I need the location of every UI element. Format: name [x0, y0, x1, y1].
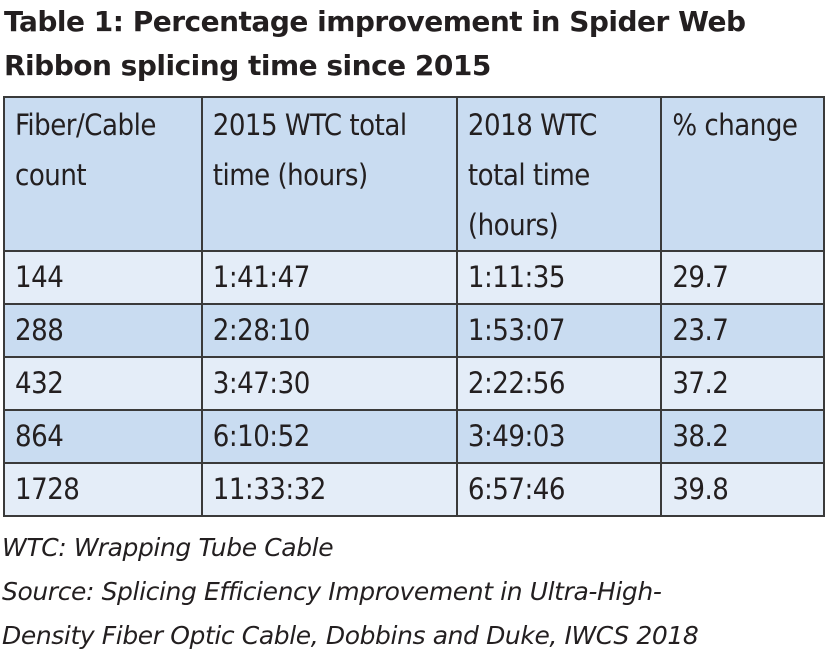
header-2015-time-line-2: time (hours) — [212, 158, 368, 192]
cell-2018-time: 1:11:35 — [455, 250, 663, 305]
table-row: 432 3:47:30 2:22:56 37.2 — [3, 356, 825, 411]
header-2018-time-line-1: 2018 WTC — [467, 108, 597, 142]
note-abbreviation: WTC: Wrapping Tube Cable — [2, 533, 334, 562]
header-2015-time-line-1: 2015 WTC total — [212, 108, 407, 142]
header-2018-time-line-2: total time — [467, 158, 590, 192]
table-row: 1728 11:33:32 6:57:46 39.8 — [3, 462, 825, 517]
cell-fiber-count: 432 — [3, 356, 203, 411]
table-header: Fiber/Cable count 2015 WTC total time (h… — [3, 96, 825, 252]
cell-percent-change: 29.7 — [660, 250, 825, 305]
cell-percent-change: 39.8 — [660, 462, 825, 517]
splicing-time-table: Fiber/Cable count 2015 WTC total time (h… — [3, 96, 825, 517]
table-notes: WTC: Wrapping Tube Cable Source: Splicin… — [2, 526, 824, 658]
cell-2018-time: 6:57:46 — [455, 462, 663, 517]
header-2018-time-line-3: (hours) — [467, 208, 559, 242]
table-body: 144 1:41:47 1:11:35 29.7 288 2:28:10 1:5… — [3, 250, 825, 517]
header-fiber-count-line-1: Fiber/Cable — [15, 108, 156, 142]
cell-2018-time: 2:22:56 — [455, 356, 663, 411]
cell-percent-change: 38.2 — [660, 409, 825, 464]
table-title-line-2: Ribbon splicing time since 2015 — [4, 49, 491, 82]
cell-fiber-count: 144 — [3, 250, 203, 305]
cell-2015-time: 2:28:10 — [200, 303, 458, 358]
cell-2015-time: 11:33:32 — [200, 462, 458, 517]
header-percent-change-line-1: % change — [672, 108, 798, 142]
header-2015-time: 2015 WTC total time (hours) — [200, 96, 458, 252]
header-2018-time: 2018 WTC total time (hours) — [455, 96, 663, 252]
table-row: 864 6:10:52 3:49:03 38.2 — [3, 409, 825, 464]
table-row: 288 2:28:10 1:53:07 23.7 — [3, 303, 825, 358]
header-row: Fiber/Cable count 2015 WTC total time (h… — [3, 96, 825, 252]
note-source-line-2: Density Fiber Optic Cable, Dobbins and D… — [2, 621, 699, 650]
cell-fiber-count: 1728 — [3, 462, 203, 517]
header-percent-change: % change — [660, 96, 825, 252]
cell-2015-time: 1:41:47 — [200, 250, 458, 305]
cell-2018-time: 1:53:07 — [455, 303, 663, 358]
cell-2015-time: 6:10:52 — [200, 409, 458, 464]
cell-fiber-count: 288 — [3, 303, 203, 358]
cell-2015-time: 3:47:30 — [200, 356, 458, 411]
table-title: Table 1: Percentage improvement in Spide… — [4, 0, 824, 88]
header-fiber-count: Fiber/Cable count — [3, 96, 203, 252]
table-row: 144 1:41:47 1:11:35 29.7 — [3, 250, 825, 305]
cell-fiber-count: 864 — [3, 409, 203, 464]
table-title-line-1: Table 1: Percentage improvement in Spide… — [4, 5, 746, 38]
cell-2018-time: 3:49:03 — [455, 409, 663, 464]
note-source-line-1: Source: Splicing Efficiency Improvement … — [2, 577, 662, 606]
cell-percent-change: 23.7 — [660, 303, 825, 358]
cell-percent-change: 37.2 — [660, 356, 825, 411]
header-fiber-count-line-2: count — [15, 158, 87, 192]
